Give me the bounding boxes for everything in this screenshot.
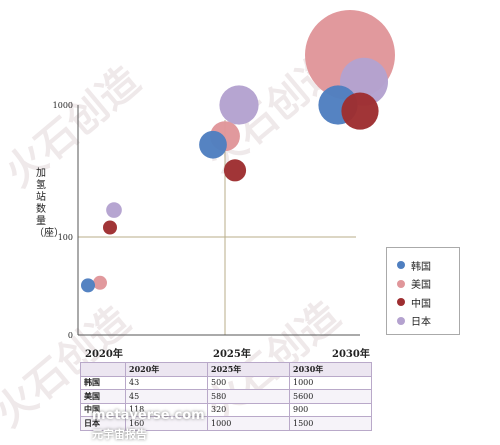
- bubble-0-0: [81, 278, 95, 293]
- x-tick-label: 2025年: [213, 349, 251, 360]
- table-header: 2030年: [289, 362, 372, 377]
- legend-item: 韩国: [397, 256, 459, 275]
- table-cell: 1500: [289, 416, 372, 431]
- table-row: 中国 118 320 900: [80, 402, 372, 417]
- data-table: 2020年 2025年 2030年 韩国 43 500 1000 美国 45 5…: [80, 362, 372, 431]
- legend-label: 美国: [411, 280, 431, 292]
- table-cell: 43: [125, 375, 208, 390]
- y-tick-label: 0: [68, 331, 73, 340]
- chart-grid: [78, 120, 356, 335]
- legend-item: 中国: [397, 293, 459, 312]
- table-cell: 5600: [289, 389, 372, 404]
- table-cell: 160: [125, 416, 208, 431]
- table-row: 韩国 43 500 1000: [80, 375, 372, 390]
- table-header: [80, 362, 126, 377]
- table-cell: 580: [207, 389, 290, 404]
- chart-legend: 韩国 美国 中国 日本: [386, 247, 460, 335]
- legend-swatch: [397, 279, 405, 288]
- table-header: 2025年: [207, 362, 290, 377]
- bubble-2-1: [223, 159, 247, 182]
- table-row: 日本 160 1000 1500: [80, 416, 372, 431]
- x-tick-label: 2020年: [85, 349, 123, 360]
- y-tick-label: 1000: [53, 101, 73, 110]
- legend-swatch: [397, 261, 405, 270]
- y-axis-label: 加氢站数量（座）: [34, 168, 64, 239]
- table-cell: 1000: [289, 375, 372, 390]
- table-cell: 1000: [207, 416, 290, 431]
- bubble-0-1: [199, 130, 227, 159]
- legend-label: 中国: [411, 298, 431, 310]
- table-row-label: 韩国: [80, 375, 126, 390]
- legend-item: 美国: [397, 275, 459, 294]
- chart-bubbles: [81, 10, 395, 293]
- table-cell: 320: [207, 402, 290, 417]
- bubble-2-0: [103, 220, 117, 235]
- table-cell: 500: [207, 375, 290, 390]
- y-tick-label: 100: [58, 233, 73, 242]
- table-cell: 900: [289, 402, 372, 417]
- table-header: 2020年: [125, 362, 208, 377]
- source-watermark-2: 元宇宙报告: [92, 428, 147, 441]
- legend-label: 日本: [411, 317, 431, 329]
- bubble-1-0: [93, 275, 107, 290]
- table-row-label: 日本: [80, 416, 126, 431]
- bubble-3-0: [106, 202, 122, 218]
- bubble-2-2: [341, 92, 379, 130]
- table-row-label: 中国: [80, 402, 126, 417]
- legend-label: 韩国: [411, 261, 431, 273]
- table-header-row: 2020年 2025年 2030年: [80, 362, 372, 377]
- legend-swatch: [397, 316, 405, 325]
- legend-swatch: [397, 298, 405, 307]
- table-row-label: 美国: [80, 389, 126, 404]
- legend-item: 日本: [397, 312, 459, 331]
- source-watermark: metaverse.com: [92, 408, 205, 423]
- bubble-3-1: [219, 85, 259, 125]
- table-row: 美国 45 580 5600: [80, 389, 372, 404]
- x-tick-label: 2030年: [332, 349, 370, 360]
- table-cell: 45: [125, 389, 208, 404]
- chart-axes: 0 100 1000: [53, 101, 360, 340]
